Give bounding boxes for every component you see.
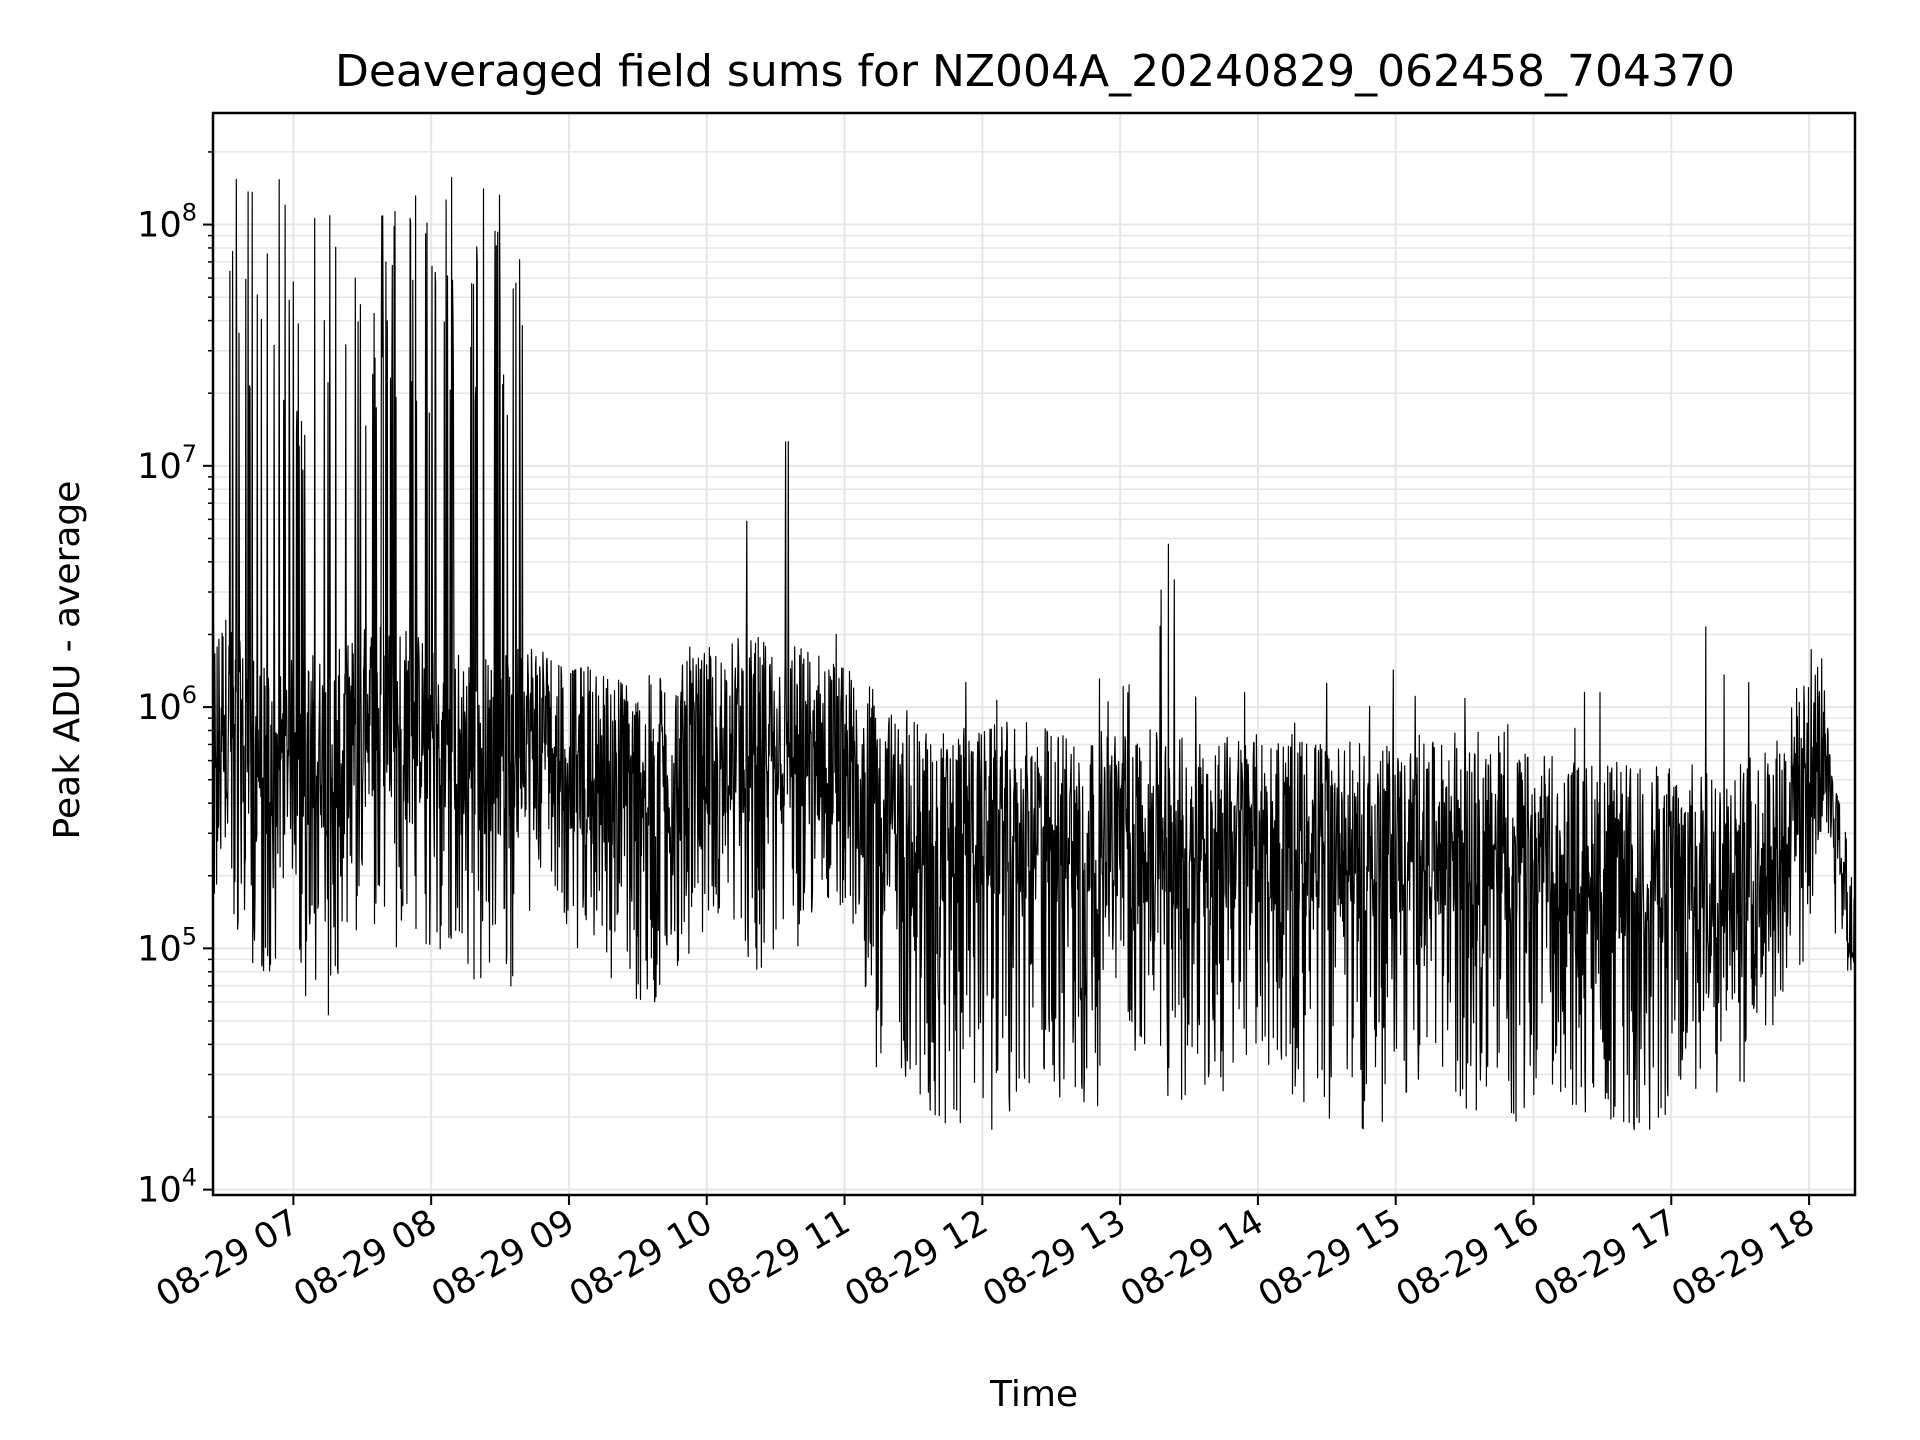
y-tick-label: 104	[137, 1164, 197, 1211]
x-axis-label: Time	[989, 1374, 1078, 1415]
y-axis: 104 105 106 107 108	[137, 151, 213, 1211]
y-tick-label: 105	[137, 922, 197, 969]
plot-area	[211, 111, 1857, 1197]
y-tick-label: 107	[137, 440, 197, 487]
y-tick-label: 108	[137, 199, 197, 246]
plot-frame	[211, 111, 1857, 1197]
data-series	[212, 176, 1856, 1131]
chart-title: Deaveraged field sums for NZ004A_2024082…	[335, 46, 1735, 97]
y-tick-label: 106	[137, 681, 197, 728]
y-axis-label: Peak ADU - average	[47, 481, 88, 840]
series-line	[212, 176, 1856, 1131]
